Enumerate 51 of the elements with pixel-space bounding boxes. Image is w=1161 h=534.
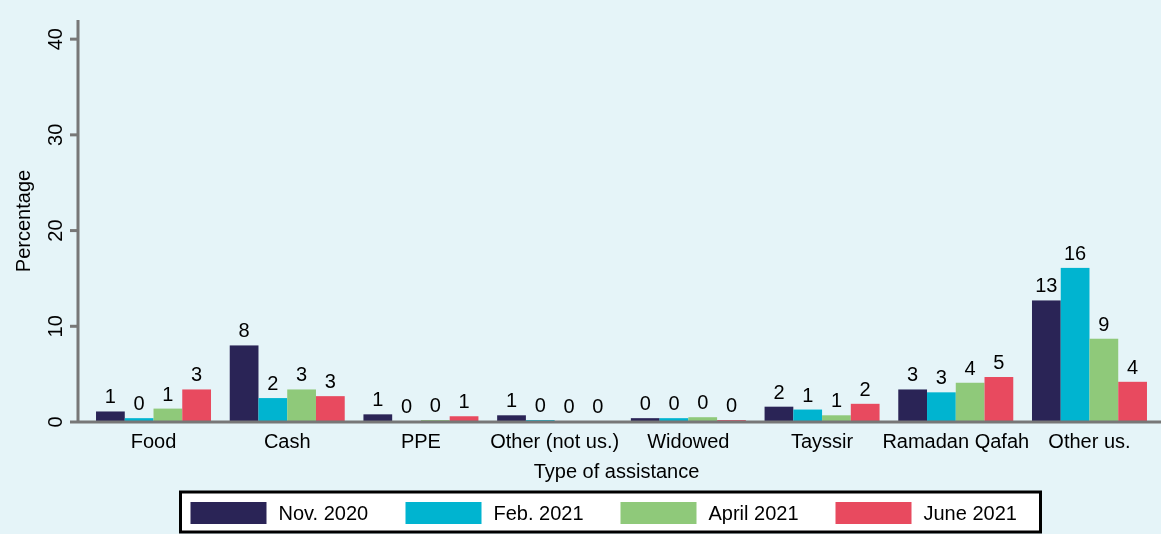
y-tick-label: 10 bbox=[44, 315, 66, 338]
data-label: 1 bbox=[830, 389, 842, 412]
data-label: 2 bbox=[267, 372, 279, 395]
x-tick-label: Tayssir bbox=[790, 430, 854, 452]
y-tick-label: 0 bbox=[44, 416, 66, 428]
data-label: 8 bbox=[238, 319, 250, 342]
data-label: 0 bbox=[133, 392, 145, 415]
data-label: 5 bbox=[993, 351, 1005, 374]
data-label: 1 bbox=[372, 388, 384, 411]
legend-label: June 2021 bbox=[923, 502, 1017, 524]
data-label: 1 bbox=[104, 385, 116, 408]
data-label: 9 bbox=[1098, 312, 1110, 335]
data-label: 0 bbox=[401, 395, 413, 418]
data-label: 0 bbox=[668, 392, 680, 415]
data-label: 1 bbox=[802, 383, 814, 406]
y-tick-label: 20 bbox=[44, 219, 66, 242]
data-label: 3 bbox=[296, 363, 308, 386]
legend-label: Nov. 2020 bbox=[278, 502, 369, 524]
x-tick-label: Cash bbox=[263, 430, 311, 452]
data-label: 3 bbox=[191, 363, 203, 386]
data-label: 0 bbox=[639, 392, 651, 415]
data-label: 13 bbox=[1035, 274, 1058, 297]
legend-label: Feb. 2021 bbox=[493, 502, 584, 524]
x-tick-label: Food bbox=[130, 430, 177, 452]
data-label: 1 bbox=[505, 389, 518, 412]
data-label: 2 bbox=[773, 380, 785, 403]
data-label: 0 bbox=[563, 395, 575, 418]
x-tick-label: Other (not us.) bbox=[490, 430, 620, 452]
data-label: 3 bbox=[907, 363, 919, 386]
data-label: 0 bbox=[725, 394, 738, 417]
legend-label: April 2021 bbox=[708, 502, 799, 524]
data-label: 2 bbox=[859, 377, 871, 400]
data-label: 3 bbox=[935, 366, 947, 389]
y-axis-title: Percentage bbox=[12, 169, 34, 273]
x-tick-label: Widowed bbox=[647, 430, 730, 452]
data-label: 0 bbox=[697, 391, 709, 414]
y-tick-label: 40 bbox=[44, 28, 66, 51]
data-label: 1 bbox=[458, 390, 470, 413]
x-tick-label: Other us. bbox=[1048, 430, 1131, 452]
data-label: 4 bbox=[1127, 355, 1139, 378]
y-tick-label: 30 bbox=[44, 123, 66, 146]
x-axis-title: Type of assistance bbox=[533, 460, 700, 482]
data-label: 4 bbox=[964, 356, 976, 379]
data-label: 3 bbox=[324, 370, 336, 393]
data-label: 0 bbox=[534, 394, 546, 417]
data-label: 0 bbox=[592, 395, 604, 418]
data-label: 1 bbox=[162, 382, 174, 405]
x-tick-label: PPE bbox=[400, 430, 441, 452]
x-tick-label: Ramadan Qafah bbox=[882, 430, 1030, 452]
data-label: 16 bbox=[1063, 241, 1087, 264]
data-label: 0 bbox=[429, 394, 441, 417]
